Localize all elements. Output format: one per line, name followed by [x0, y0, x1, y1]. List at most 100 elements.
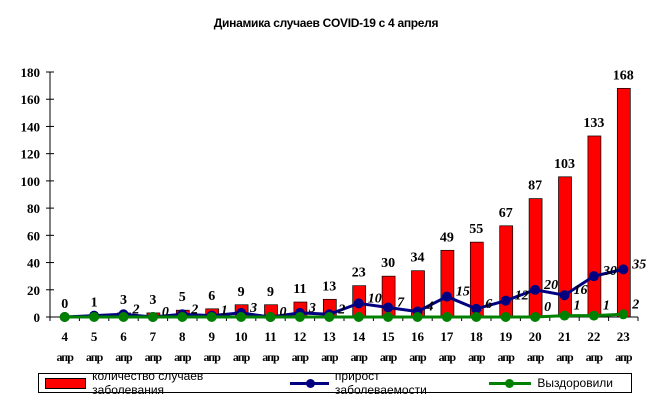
point-label-growth: 10 [368, 291, 382, 306]
point-recovered [59, 312, 70, 322]
legend-swatch-recovered [489, 378, 532, 388]
point-label-recovered: 1 [603, 299, 610, 314]
x-tick-suffix: апр [115, 350, 133, 364]
x-tick-suffix: апр [56, 350, 74, 364]
point-recovered [618, 309, 629, 320]
x-tick-label: 11 [264, 329, 276, 344]
bar-data-label: 87 [528, 179, 542, 194]
legend-swatch-cases [45, 377, 87, 389]
bar-data-label: 168 [613, 68, 634, 83]
y-tick-label: 100 [21, 174, 41, 189]
x-tick-label: 9 [208, 329, 215, 344]
point-growth [500, 295, 511, 306]
point-growth [618, 264, 629, 275]
point-recovered [206, 312, 217, 322]
x-tick-label: 14 [352, 329, 366, 344]
x-tick-label: 23 [617, 329, 631, 344]
point-growth [353, 298, 364, 309]
point-recovered [530, 312, 541, 322]
x-tick-suffix: апр [350, 350, 368, 364]
bar [616, 87, 631, 318]
legend-item-cases: количество случаев заболевания [45, 369, 266, 397]
chart-title: Динамика случаев COVID-19 с 4 апреля [213, 16, 439, 30]
legend-item-growth: прирост заболеваемости [289, 369, 466, 397]
y-tick-label: 140 [21, 119, 41, 134]
point-growth [559, 290, 570, 301]
point-label-growth: 35 [631, 257, 646, 272]
bar [440, 249, 455, 318]
point-label-growth: 2 [190, 302, 198, 317]
bar [587, 135, 602, 318]
bar-data-label: 6 [208, 289, 215, 304]
y-tick-label: 0 [34, 310, 41, 325]
x-tick-label: 7 [150, 329, 157, 344]
point-label-recovered: 2 [631, 297, 639, 312]
bar-data-label: 67 [499, 206, 513, 221]
x-tick-suffix: апр [497, 350, 515, 364]
x-tick-suffix: апр [439, 350, 457, 364]
point-label-growth: 30 [602, 264, 617, 279]
x-tick-label: 12 [293, 329, 306, 344]
point-recovered [471, 312, 482, 322]
x-tick-label: 19 [499, 329, 513, 344]
x-tick-suffix: апр [527, 350, 545, 364]
x-tick-label: 5 [91, 329, 98, 344]
bar-data-label: 3 [120, 293, 127, 308]
x-tick-suffix: апр [203, 350, 221, 364]
x-tick-label: 13 [323, 329, 337, 344]
bar [528, 198, 543, 318]
point-label-growth: 2 [337, 302, 345, 317]
x-tick-suffix: апр [145, 350, 163, 364]
x-tick-label: 16 [411, 329, 425, 344]
y-tick-label: 80 [27, 201, 40, 216]
point-label-growth: 3 [308, 301, 316, 316]
x-tick-label: 4 [61, 329, 68, 344]
point-label-growth: 2 [132, 302, 140, 317]
point-growth [383, 302, 394, 313]
x-tick-label: 21 [558, 329, 571, 344]
legend: количество случаев заболевания прирост з… [38, 369, 632, 397]
point-recovered [177, 312, 188, 322]
point-recovered [383, 312, 394, 322]
x-tick-suffix: апр [262, 350, 280, 364]
point-label-growth: 0 [162, 305, 169, 320]
point-recovered [236, 312, 247, 322]
bar-data-label: 0 [61, 297, 68, 312]
x-tick-suffix: апр [556, 350, 574, 364]
legend-label-recovered: Выздоровили [537, 376, 613, 390]
x-tick-suffix: апр [615, 350, 633, 364]
x-tick-suffix: апр [380, 350, 398, 364]
point-recovered [294, 312, 305, 322]
x-tick-label: 20 [529, 329, 542, 344]
point-label-growth: 3 [249, 301, 257, 316]
x-tick-label: 22 [587, 329, 600, 344]
point-recovered [118, 312, 129, 322]
point-recovered [559, 310, 570, 321]
point-recovered [412, 312, 423, 322]
x-tick-suffix: апр [409, 350, 427, 364]
x-tick-suffix: апр [321, 350, 339, 364]
legend-label-cases: количество случаев заболевания [92, 369, 204, 397]
bar-data-label: 49 [440, 230, 454, 245]
x-tick-suffix: апр [86, 350, 104, 364]
bar-data-label: 30 [381, 256, 395, 271]
y-tick-label: 120 [21, 147, 41, 162]
point-growth [441, 291, 452, 302]
x-tick-label: 8 [179, 329, 186, 344]
point-growth [530, 284, 541, 295]
y-tick-label: 180 [21, 65, 41, 80]
y-tick-label: 20 [27, 283, 40, 298]
bar-data-label: 34 [411, 251, 425, 266]
point-label-growth: 20 [543, 278, 558, 293]
point-label-growth: 6 [485, 297, 492, 312]
point-label-growth: 4 [426, 300, 434, 315]
point-label-recovered: 1 [574, 299, 581, 314]
point-growth [588, 271, 599, 282]
x-tick-label: 6 [120, 329, 127, 344]
bar-data-label: 3 [149, 293, 156, 308]
bar-data-label: 11 [293, 282, 306, 297]
point-label-growth: 7 [397, 295, 405, 310]
legend-label-growth: прирост заболеваемости [334, 369, 427, 397]
point-recovered [89, 312, 100, 322]
bar-data-label: 9 [238, 285, 245, 300]
